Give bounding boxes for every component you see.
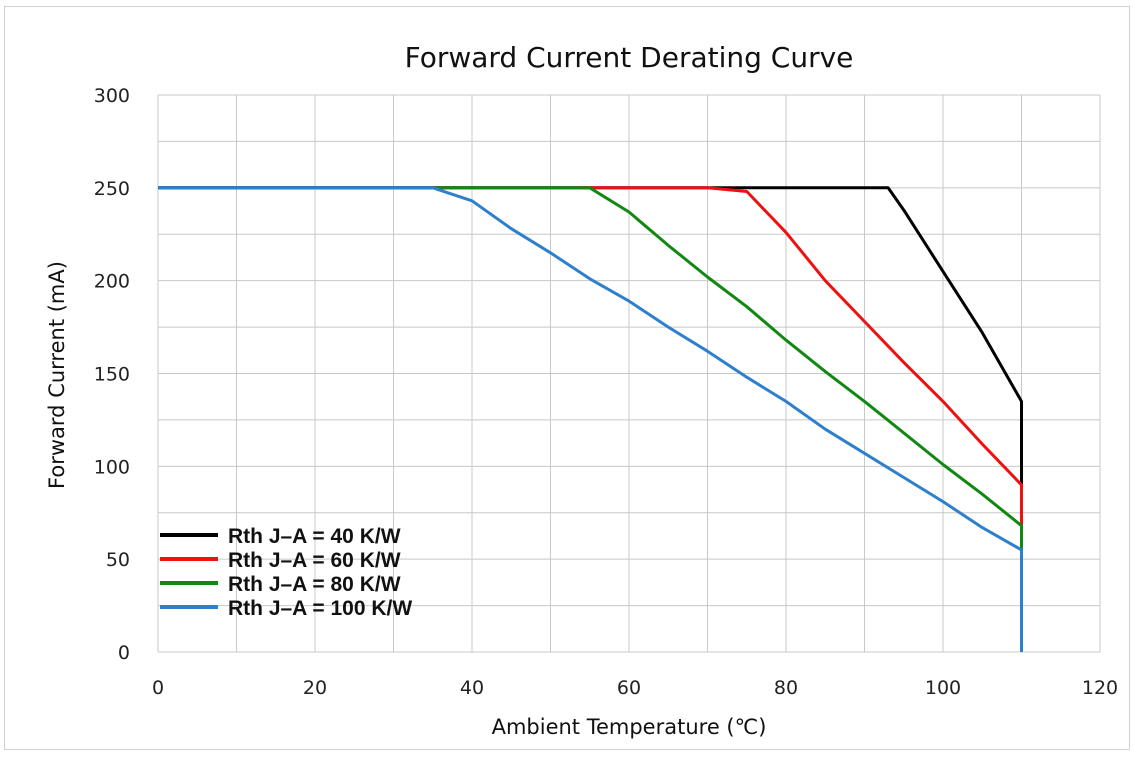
x-tick-label: 0 (152, 677, 164, 699)
series-line-3 (158, 186, 1023, 652)
y-tick-label: 150 (94, 364, 130, 386)
y-axis-label: Forward Current (mA) (45, 261, 69, 489)
x-tick-label: 20 (303, 677, 327, 699)
legend-label: Rth J–A = 60 K/W (228, 549, 401, 572)
series-lines (158, 186, 1023, 652)
series-line-4 (158, 186, 1023, 652)
x-tick-label: 100 (925, 677, 961, 699)
x-tick-label: 60 (617, 677, 641, 699)
y-tick-label: 100 (94, 456, 130, 478)
y-tick-label: 300 (94, 85, 130, 107)
tick-labels: 0 20 40 60 80 100 120 0 50 100 150 200 250 300 (94, 85, 1118, 699)
y-tick-label: 250 (94, 178, 130, 200)
legend-label: Rth J–A = 40 K/W (228, 525, 401, 548)
x-tick-label: 80 (774, 677, 798, 699)
y-tick-label: 200 (94, 271, 130, 293)
legend-label: Rth J–A = 80 K/W (228, 573, 401, 596)
x-axis-label: Ambient Temperature (℃) (492, 715, 767, 739)
chart-frame (4, 6, 1130, 750)
y-tick-label: 0 (118, 642, 130, 664)
series-line-2 (158, 186, 1023, 652)
x-tick-label: 120 (1082, 677, 1118, 699)
y-tick-label: 50 (106, 549, 130, 571)
series-line-1 (158, 186, 1023, 652)
legend-label: Rth J–A = 100 K/W (228, 597, 412, 620)
x-tick-label: 40 (460, 677, 484, 699)
chart-title: Forward Current Derating Curve (405, 41, 854, 74)
